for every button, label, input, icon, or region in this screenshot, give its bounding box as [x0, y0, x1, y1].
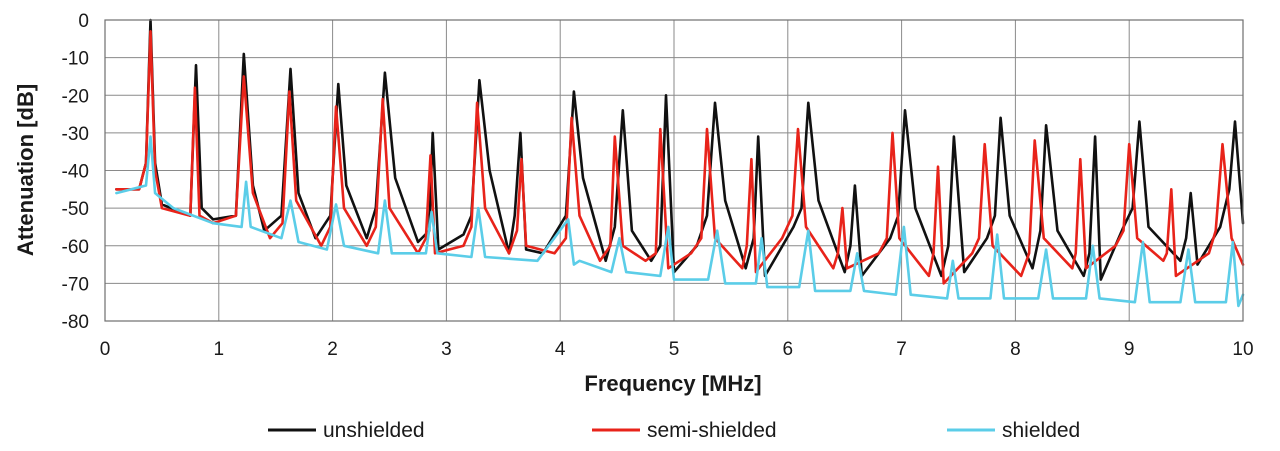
x-tick-label-0: 0 [100, 339, 111, 360]
series-line-semi-shielded [115, 29, 1245, 285]
x-tick-label-7: 7 [896, 339, 907, 360]
y-tick-label-8: -80 [62, 312, 89, 333]
y-axis-title: Attenuation [dB] [13, 84, 38, 256]
x-tick-label-5: 5 [669, 339, 680, 360]
y-tick-label-3: -30 [62, 124, 89, 145]
series-line-shielded [115, 135, 1245, 308]
legend-label-shielded: shielded [1002, 419, 1080, 442]
plot-frame [104, 19, 1244, 322]
x-tick-label-2: 2 [327, 339, 338, 360]
legend: unshielded semi-shielded shielded [268, 419, 1080, 442]
y-tick-label-0: 0 [78, 11, 89, 32]
y-tick-label-7: -70 [62, 274, 89, 295]
plot-border [104, 19, 1244, 322]
x-tick-label-8: 8 [1010, 339, 1021, 360]
x-tick-label-9: 9 [1124, 339, 1135, 360]
y-tick-label-2: -20 [62, 86, 89, 107]
tick-labels: 0 1 2 3 4 5 6 7 8 9 10 0 -10 -20 -30 -40 -50 -60 -70 -80 [62, 11, 1254, 360]
y-tick-label-6: -60 [62, 237, 89, 258]
y-tick-label-1: -10 [62, 49, 89, 70]
x-tick-label-6: 6 [783, 339, 794, 360]
legend-label-unshielded: unshielded [323, 419, 425, 442]
legend-label-semi-shielded: semi-shielded [647, 419, 777, 442]
x-tick-label-3: 3 [441, 339, 452, 360]
y-tick-label-5: -50 [62, 199, 89, 220]
series-lines [115, 18, 1245, 308]
x-tick-label-1: 1 [214, 339, 225, 360]
x-tick-label-4: 4 [555, 339, 566, 360]
x-tick-label-10: 10 [1232, 339, 1253, 360]
x-axis-title: Frequency [MHz] [584, 371, 761, 396]
y-tick-label-4: -40 [62, 162, 89, 183]
